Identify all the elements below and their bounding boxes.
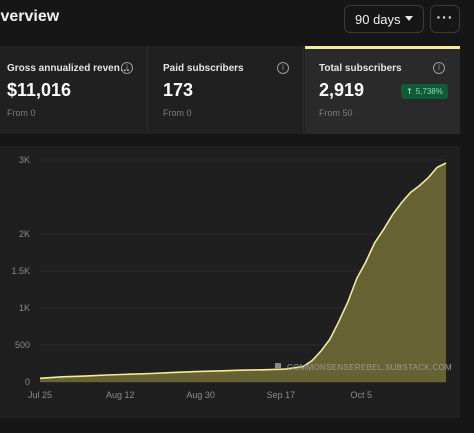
y-axis: 0 500 1K 1.5K 2K 3K [11, 155, 30, 387]
growth-badge: ↑ 5,738% [401, 84, 448, 99]
subscribers-chart: 0 500 1K 1.5K 2K 3K Jul 25 Aug 12 Aug 30 Sep 17 O… [0, 146, 460, 418]
watermark: COMMONSENSEREBEL.SUBSTACK.COM [275, 363, 452, 372]
date-range-select[interactable]: 90 days [344, 5, 424, 33]
page-title: Overview [0, 8, 60, 25]
card-label: Gross annualized reven… [7, 63, 130, 74]
card-total-subscribers[interactable]: Total subscribers i 2,919 ↑ 5,738% From 5… [305, 46, 460, 134]
y-tick-label: 500 [15, 340, 30, 350]
card-paid-subscribers[interactable]: Paid subscribers i 173 From 0 [149, 46, 304, 134]
series-area [40, 163, 446, 382]
y-tick-label: 1.5K [11, 266, 30, 276]
y-tick-label: 1K [19, 303, 30, 313]
card-gross-annualized-revenue[interactable]: Gross annualized reven… i $11,016 From 0 [0, 46, 148, 134]
info-icon[interactable]: i [121, 62, 133, 74]
y-tick-label: 0 [25, 377, 30, 387]
info-icon[interactable]: i [433, 62, 445, 74]
date-range-value: 90 days [355, 12, 401, 27]
overview-header: Overview 90 days ··· [0, 0, 474, 42]
x-tick-label: Oct 5 [350, 390, 372, 400]
x-tick-label: Jul 25 [28, 390, 52, 400]
y-tick-label: 2K [19, 229, 30, 239]
card-value: 173 [163, 80, 194, 100]
metric-cards: Gross annualized reven… i $11,016 From 0… [0, 46, 460, 134]
card-value: 2,919 [319, 80, 365, 100]
x-axis: Jul 25 Aug 12 Aug 30 Sep 17 Oct 5 [28, 381, 446, 400]
series-line [39, 162, 447, 380]
x-tick-label: Aug 30 [186, 390, 215, 400]
more-options-button[interactable]: ··· [430, 5, 460, 33]
x-tick-label: Aug 12 [106, 390, 135, 400]
x-tick-label: Sep 17 [267, 390, 296, 400]
watermark-text: COMMONSENSEREBEL.SUBSTACK.COM [287, 363, 452, 372]
y-tick-label: 3K [19, 155, 30, 165]
card-sub: From 0 [163, 108, 192, 118]
info-icon[interactable]: i [277, 62, 289, 74]
card-label: Paid subscribers [163, 63, 244, 74]
card-sub: From 50 [319, 108, 353, 118]
caret-down-icon [405, 16, 413, 21]
card-value: $11,016 [7, 80, 72, 100]
chart-svg: 0 500 1K 1.5K 2K 3K Jul 25 Aug 12 Aug 30 Sep 17 O… [11, 155, 452, 400]
growth-badge-label: 5,738% [415, 87, 443, 96]
card-sub: From 0 [7, 108, 36, 118]
watermark-icon [275, 363, 281, 369]
arrow-up-icon: ↑ [406, 87, 413, 96]
card-label: Total subscribers [319, 63, 402, 74]
